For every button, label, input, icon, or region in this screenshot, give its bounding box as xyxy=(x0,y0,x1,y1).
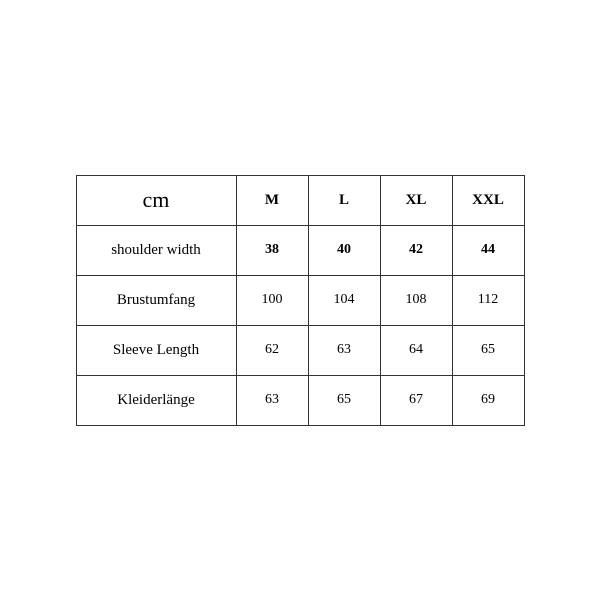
cell: 44 xyxy=(452,225,524,275)
row-label: shoulder width xyxy=(76,225,236,275)
cell: 38 xyxy=(236,225,308,275)
cell: 65 xyxy=(308,375,380,425)
row-label: Kleiderlänge xyxy=(76,375,236,425)
cell: 64 xyxy=(380,325,452,375)
cell: 100 xyxy=(236,275,308,325)
table-row: shoulder width 38 40 42 44 xyxy=(76,225,524,275)
size-header-l: L xyxy=(308,175,380,225)
row-label: Brustumfang xyxy=(76,275,236,325)
cell: 65 xyxy=(452,325,524,375)
cell: 40 xyxy=(308,225,380,275)
cell: 108 xyxy=(380,275,452,325)
size-header-m: M xyxy=(236,175,308,225)
row-label: Sleeve Length xyxy=(76,325,236,375)
table-row: Kleiderlänge 63 65 67 69 xyxy=(76,375,524,425)
cell: 104 xyxy=(308,275,380,325)
size-table: cm M L XL XXL shoulder width 38 40 42 44… xyxy=(76,175,525,426)
page-container: cm M L XL XXL shoulder width 38 40 42 44… xyxy=(0,0,600,600)
cell: 112 xyxy=(452,275,524,325)
cell: 62 xyxy=(236,325,308,375)
cell: 63 xyxy=(308,325,380,375)
table-row: Sleeve Length 62 63 64 65 xyxy=(76,325,524,375)
cell: 67 xyxy=(380,375,452,425)
size-header-xl: XL xyxy=(380,175,452,225)
header-row: cm M L XL XXL xyxy=(76,175,524,225)
cell: 42 xyxy=(380,225,452,275)
cell: 63 xyxy=(236,375,308,425)
size-header-xxl: XXL xyxy=(452,175,524,225)
table-row: Brustumfang 100 104 108 112 xyxy=(76,275,524,325)
cell: 69 xyxy=(452,375,524,425)
unit-header: cm xyxy=(76,175,236,225)
